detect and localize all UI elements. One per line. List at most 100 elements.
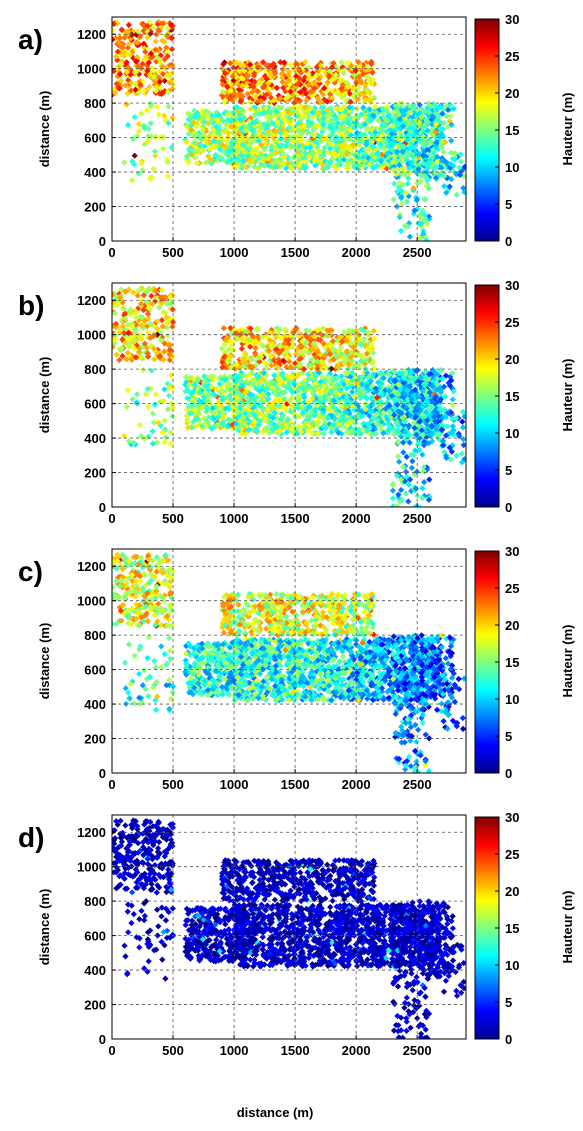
scatter-point — [145, 59, 152, 66]
scatter-point — [227, 60, 234, 67]
scatter-point — [398, 131, 405, 138]
scatter-point — [349, 388, 356, 396]
scatter-point — [420, 230, 427, 237]
scatter-point — [461, 163, 466, 171]
scatter-point — [250, 112, 258, 119]
x-tick-label: 0 — [108, 245, 115, 260]
scatter-point — [251, 70, 258, 77]
colorbar-tick-label: 20 — [505, 86, 519, 101]
scatter-point — [393, 170, 400, 178]
scatter-point — [312, 138, 319, 146]
y-axis-label: distance (m) — [37, 91, 52, 168]
scatter-point — [145, 125, 152, 133]
scatter-point — [152, 38, 159, 45]
scatter-point — [243, 127, 250, 134]
scatter-point — [205, 153, 212, 160]
scatter-point — [369, 138, 376, 145]
scatter-point — [440, 148, 447, 156]
scatter-point — [400, 165, 407, 172]
scatter-point — [217, 154, 225, 161]
scatter-point — [147, 30, 154, 37]
scatter-point — [122, 82, 129, 89]
scatter-point — [146, 83, 153, 91]
scatter-point — [190, 119, 197, 126]
scatter-point — [114, 48, 122, 55]
x-tick-label: 500 — [162, 245, 184, 260]
y-tick-label: 600 — [84, 131, 106, 146]
scatter-point — [238, 165, 245, 172]
scatter-point — [121, 159, 128, 166]
scatter-point — [131, 113, 138, 121]
scatter-point — [231, 104, 238, 111]
scatter-point — [194, 109, 201, 116]
scatter-point — [132, 80, 139, 87]
scatter-point — [206, 138, 213, 145]
scatter-point — [141, 141, 148, 148]
scatter-point — [403, 189, 410, 197]
scatter-point — [215, 139, 222, 146]
y-tick-label: 0 — [99, 234, 106, 249]
scatter-point — [314, 122, 321, 130]
scatter-point — [236, 90, 243, 97]
scatter-point — [227, 93, 234, 100]
scatter-point — [238, 134, 245, 141]
scatter-point — [155, 111, 162, 118]
scatter-point — [116, 70, 124, 78]
scatter-point — [224, 116, 231, 124]
colorbar-label: Hauteur (m) — [560, 93, 575, 166]
scatter-point — [288, 394, 295, 402]
scatter-point — [212, 151, 219, 159]
scatter-point — [196, 134, 203, 142]
scatter-point — [247, 158, 254, 165]
scatter-point — [164, 32, 171, 39]
scatter-point — [126, 40, 133, 48]
scatter-point — [221, 98, 229, 106]
scatter-point — [163, 48, 171, 56]
scatter-point — [344, 159, 352, 166]
scatter-point — [235, 86, 243, 93]
scatter-point — [350, 141, 357, 148]
scatter-point — [147, 100, 154, 107]
scatter-point — [185, 130, 192, 138]
scatter-point — [118, 61, 125, 68]
scatter-point — [269, 150, 276, 158]
scatter-point — [116, 34, 123, 42]
scatter-point — [225, 110, 233, 117]
scatter-point — [239, 82, 246, 89]
scatter-point — [163, 44, 170, 51]
scatter-point — [117, 77, 125, 84]
scatter-point — [140, 40, 147, 48]
scatter-point — [128, 177, 136, 184]
y-tick-label: 1200 — [77, 27, 106, 42]
scatter-point — [138, 160, 145, 167]
scatter-point — [144, 67, 151, 74]
scatter-point — [153, 103, 161, 111]
scatter-point — [268, 143, 275, 150]
scatter-point — [235, 143, 242, 150]
scatter-point — [164, 52, 171, 60]
scatter-point — [129, 158, 136, 165]
scatter-point — [156, 27, 163, 34]
panel-1: a)0 500 1000 1500 2000 2500020040060080010001… — [18, 12, 575, 260]
scatter-point — [413, 196, 420, 204]
scatter-point — [216, 131, 223, 138]
scatter-point — [327, 145, 334, 152]
scatter-point — [220, 61, 227, 68]
scatter-point — [139, 60, 146, 68]
y-tick-label: 800 — [84, 96, 106, 111]
scatter-point — [441, 182, 448, 190]
scatter-point — [165, 103, 172, 110]
scatter-point — [225, 130, 232, 137]
x-tick-label: 2500 — [403, 245, 432, 260]
scatter-point — [219, 88, 226, 95]
scatter-point — [158, 90, 165, 98]
scatter-point — [247, 99, 254, 106]
colorbar-tick-label: 10 — [505, 160, 519, 175]
panel-label: a) — [18, 24, 43, 55]
scatter-point — [347, 146, 354, 153]
scatter-point — [220, 118, 227, 125]
scatter-point — [161, 112, 168, 119]
scatter-point — [248, 82, 256, 90]
scatter-point — [238, 107, 245, 114]
scatter-point — [156, 78, 163, 85]
